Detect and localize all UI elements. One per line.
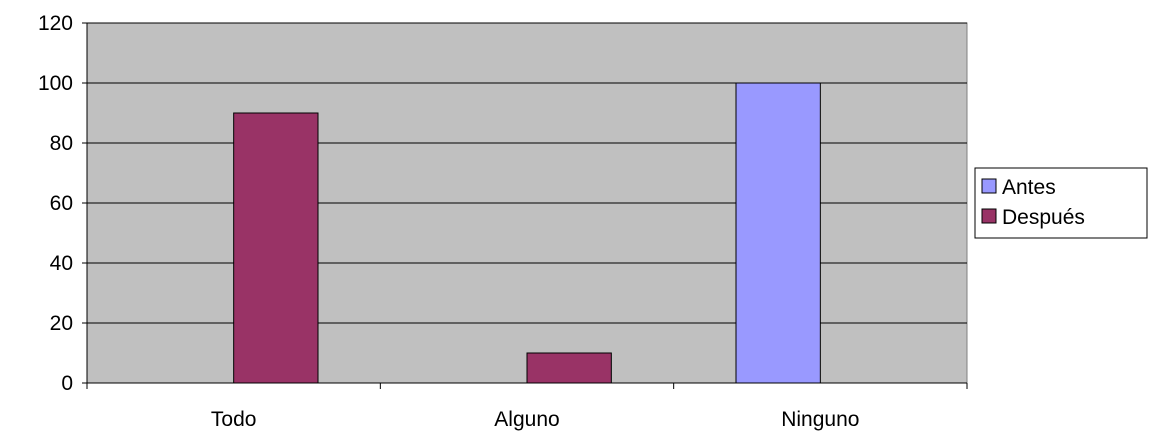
legend-label: Después <box>1002 206 1085 229</box>
legend-swatch <box>981 178 997 194</box>
y-tick-label: 20 <box>50 312 73 335</box>
y-tick-label: 0 <box>61 372 73 395</box>
legend: Antes Después <box>974 167 1148 239</box>
y-axis-ticks: 0 20 40 60 80 100 120 <box>38 12 73 395</box>
x-category-label: Alguno <box>494 408 559 431</box>
y-tick-label: 120 <box>38 12 73 35</box>
x-category-label: Todo <box>211 408 257 431</box>
y-tick-label: 80 <box>50 132 73 155</box>
legend-label: Antes <box>1002 176 1056 199</box>
legend-box <box>974 167 1148 239</box>
bar-despu-s-alguno <box>526 352 612 384</box>
legend-swatch <box>981 208 997 224</box>
x-category-label: Ninguno <box>781 408 859 431</box>
axes <box>82 22 968 389</box>
y-tick-label: 60 <box>50 192 73 215</box>
y-tick-label: 40 <box>50 252 73 275</box>
y-tick-label: 100 <box>38 72 73 95</box>
x-axis-categories: Todo Alguno Ninguno <box>211 408 860 431</box>
bar-despu-s-todo <box>233 112 319 384</box>
bars <box>233 82 821 384</box>
bar-antes-ninguno <box>735 82 821 384</box>
